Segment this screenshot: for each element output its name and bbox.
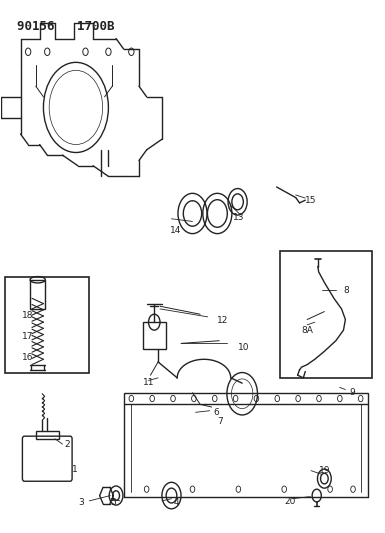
Text: 12: 12 bbox=[218, 316, 229, 325]
Text: 13: 13 bbox=[233, 213, 244, 222]
Text: 4: 4 bbox=[173, 498, 179, 507]
Text: 8: 8 bbox=[343, 286, 349, 295]
Text: 90156   1700B: 90156 1700B bbox=[17, 20, 114, 33]
Bar bbox=[143, 322, 166, 349]
Text: 10: 10 bbox=[238, 343, 250, 352]
Bar bbox=[280, 251, 372, 378]
Bar bbox=[5, 277, 89, 373]
Text: 5: 5 bbox=[110, 498, 116, 507]
Text: 7: 7 bbox=[218, 417, 223, 426]
Text: 20: 20 bbox=[284, 497, 296, 506]
Bar bbox=[30, 280, 45, 309]
Text: 1: 1 bbox=[72, 465, 78, 473]
Text: 9: 9 bbox=[349, 388, 355, 397]
Text: 17: 17 bbox=[22, 332, 34, 341]
Text: 16: 16 bbox=[22, 353, 34, 362]
Text: 2: 2 bbox=[64, 440, 70, 449]
Text: 19: 19 bbox=[319, 466, 330, 475]
Bar bbox=[124, 393, 368, 405]
Text: 18: 18 bbox=[22, 311, 34, 320]
Text: 3: 3 bbox=[78, 498, 84, 507]
Text: 6: 6 bbox=[214, 408, 219, 417]
Text: 11: 11 bbox=[143, 377, 154, 386]
Text: 8A: 8A bbox=[301, 326, 313, 335]
Text: 15: 15 bbox=[305, 196, 317, 205]
Bar bbox=[36, 431, 59, 439]
Text: 14: 14 bbox=[169, 226, 181, 235]
